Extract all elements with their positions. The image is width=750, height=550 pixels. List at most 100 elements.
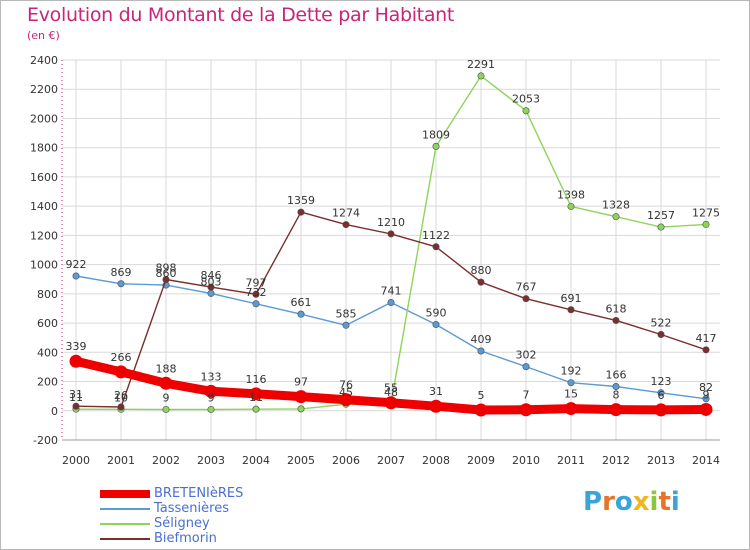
data-point — [432, 321, 440, 329]
data-point — [519, 403, 533, 417]
legend-item: BRETENIèRES — [100, 486, 243, 501]
x-tick-label: 2003 — [197, 454, 225, 467]
data-label: 1398 — [557, 188, 585, 201]
y-tick-label: 600 — [37, 317, 58, 330]
logo-letter: x — [632, 487, 650, 517]
chart-title: Evolution du Montant de la Dette par Hab… — [27, 4, 455, 26]
data-point — [387, 298, 395, 306]
data-point — [162, 276, 170, 284]
legend-label: BRETENIèRES — [154, 486, 244, 501]
data-point — [702, 346, 710, 354]
data-point — [252, 290, 260, 298]
data-point — [564, 402, 578, 416]
data-label: 6 — [658, 389, 665, 402]
logo-letter: t — [658, 487, 671, 517]
data-label: 9 — [703, 388, 710, 401]
series-0 — [69, 354, 713, 417]
data-label: 1274 — [332, 207, 360, 220]
data-label: 266 — [111, 351, 132, 364]
x-tick-label: 2001 — [107, 454, 135, 467]
data-point — [72, 402, 80, 410]
data-point — [252, 405, 260, 413]
data-point — [657, 223, 665, 231]
data-point — [297, 310, 305, 318]
logo-letter: i — [649, 487, 659, 517]
data-label: 2291 — [467, 58, 495, 71]
x-tick-label: 2011 — [557, 454, 585, 467]
data-point — [69, 354, 83, 368]
data-label: 1275 — [692, 206, 720, 219]
data-point — [387, 230, 395, 238]
data-point — [612, 383, 620, 391]
data-point — [654, 403, 668, 417]
data-point — [612, 316, 620, 324]
data-label: 97 — [294, 376, 308, 389]
data-label: 846 — [201, 269, 222, 282]
data-point — [567, 306, 575, 314]
data-point — [117, 403, 125, 411]
x-tick-label: 2010 — [512, 454, 540, 467]
y-tick-label: 2000 — [30, 112, 58, 125]
data-label: 9 — [208, 391, 215, 404]
data-point — [522, 107, 530, 115]
legend-swatch — [100, 507, 150, 510]
data-label: 797 — [246, 276, 267, 289]
x-tick-label: 2014 — [692, 454, 720, 467]
data-label: 1210 — [377, 216, 405, 229]
x-tick-label: 2012 — [602, 454, 630, 467]
data-point — [699, 402, 713, 416]
data-label: 11 — [69, 391, 83, 404]
data-point — [207, 405, 215, 413]
data-label: 9 — [163, 391, 170, 404]
legend-item: Biefmorin — [100, 531, 243, 546]
data-label: 7 — [523, 389, 530, 402]
data-label: 11 — [249, 391, 263, 404]
data-point — [657, 389, 665, 397]
data-point — [207, 289, 215, 297]
data-label: 732 — [246, 286, 267, 299]
data-label: 417 — [696, 332, 717, 345]
data-label: 803 — [201, 275, 222, 288]
data-label: 2053 — [512, 93, 540, 106]
data-label: 1257 — [647, 209, 675, 222]
y-tick-label: 1200 — [30, 229, 58, 242]
x-tick-label: 2000 — [62, 454, 90, 467]
x-tick-label: 2002 — [152, 454, 180, 467]
data-label: 409 — [471, 333, 492, 346]
legend-item: Séligney — [100, 516, 243, 531]
legend-label: Séligney — [154, 516, 210, 531]
data-point — [522, 295, 530, 303]
data-point — [384, 396, 398, 410]
data-label: 585 — [336, 307, 357, 320]
data-label: 5 — [478, 389, 485, 402]
data-label: 76 — [339, 379, 353, 392]
data-point — [657, 330, 665, 338]
data-point — [432, 142, 440, 150]
data-label: 116 — [246, 373, 267, 386]
data-point — [477, 278, 485, 286]
y-tick-label: 1000 — [30, 259, 58, 272]
data-point — [432, 243, 440, 251]
data-point — [567, 379, 575, 387]
x-tick-label: 2007 — [377, 454, 405, 467]
data-point — [114, 365, 128, 379]
data-label: 691 — [561, 292, 582, 305]
data-label: 8 — [613, 389, 620, 402]
data-label: 869 — [111, 266, 132, 279]
series-3 — [72, 208, 710, 411]
data-point — [612, 213, 620, 221]
data-label: 26 — [114, 389, 128, 402]
chart-unit-label: (en €) — [27, 29, 60, 42]
y-tick-label: 800 — [37, 288, 58, 301]
y-tick-label: 2200 — [30, 83, 58, 96]
chart-legend: BRETENIèRES Tassenières Séligney Biefmorin — [100, 486, 243, 546]
data-label: 166 — [606, 369, 627, 382]
data-label: 339 — [66, 340, 87, 353]
data-label: 192 — [561, 365, 582, 378]
data-label: 45 — [339, 386, 353, 399]
data-label: 133 — [201, 370, 222, 383]
logo-letter: r — [602, 487, 615, 517]
y-tick-label: 2400 — [30, 54, 58, 67]
data-label: 31 — [429, 385, 443, 398]
